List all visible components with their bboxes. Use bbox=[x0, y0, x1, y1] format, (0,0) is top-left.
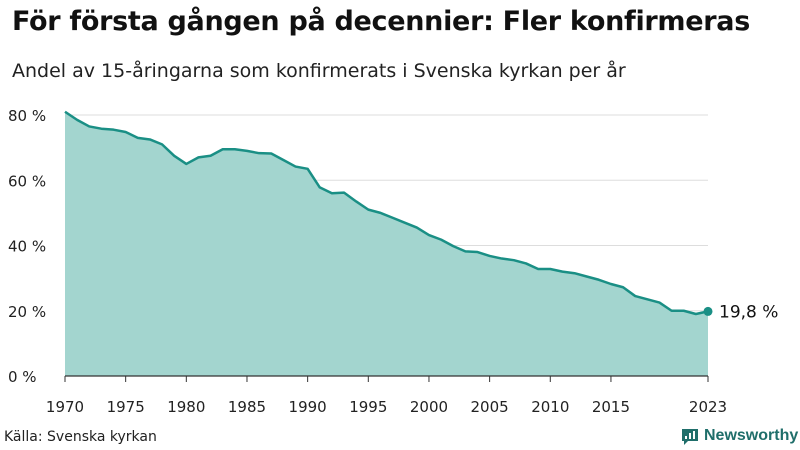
x-tick-label-2005: 2005 bbox=[471, 398, 509, 416]
x-tick-label-1990: 1990 bbox=[289, 398, 327, 416]
x-tick-label-1980: 1980 bbox=[167, 398, 205, 416]
chart-subtitle: Andel av 15-åringarna som konfirmerats i… bbox=[12, 60, 626, 82]
x-tick-label-1995: 1995 bbox=[349, 398, 387, 416]
end-point-marker bbox=[703, 306, 713, 316]
brand-name: Newsworthy bbox=[704, 427, 799, 444]
newsworthy-logo: Newsworthy bbox=[680, 426, 798, 446]
source-note: Källa: Svenska kyrkan bbox=[4, 429, 157, 445]
area-fill bbox=[65, 111, 708, 377]
x-tick-label-2015: 2015 bbox=[592, 398, 630, 416]
y-tick-label-0: 0 % bbox=[8, 368, 37, 386]
x-tick-label-1975: 1975 bbox=[107, 398, 145, 416]
series-line bbox=[64, 110, 709, 316]
newsworthy-icon bbox=[682, 429, 698, 445]
x-tick-label-1985: 1985 bbox=[228, 398, 266, 416]
y-tick-label-80: 80 % bbox=[8, 107, 46, 125]
y-tick-label-20: 20 % bbox=[8, 303, 46, 321]
y-tick-label-40: 40 % bbox=[8, 238, 46, 256]
end-value-label: 19,8 % bbox=[719, 302, 778, 322]
x-tick-label-2010: 2010 bbox=[531, 398, 569, 416]
chart-title: För första gången på decennier: Fler kon… bbox=[12, 6, 750, 37]
x-tick-label-2000: 2000 bbox=[410, 398, 448, 416]
x-tick-label-1970: 1970 bbox=[46, 398, 84, 416]
y-tick-label-60: 60 % bbox=[8, 172, 46, 190]
x-tick-label-2023: 2023 bbox=[689, 398, 727, 416]
